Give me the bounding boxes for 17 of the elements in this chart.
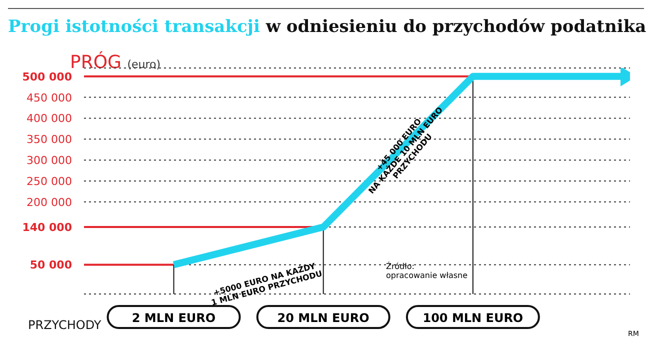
- y-tick-label: 350 000: [26, 133, 72, 146]
- x-axis-title: PRZYCHODY: [28, 318, 102, 332]
- x-tick-label: 100 MLN EURO: [422, 311, 524, 325]
- y-tick-label: 500 000: [22, 70, 72, 84]
- y-tick-label: 250 000: [26, 175, 72, 188]
- y-axis-title: PRÓG (euro): [70, 52, 161, 73]
- y-tick-label: 400 000: [26, 112, 72, 126]
- annotation: Źródło: opracowanie własne: [386, 262, 468, 280]
- y-tick-label: 300 000: [26, 154, 72, 168]
- y-tick-label: 450 000: [26, 91, 72, 104]
- y-tick-label: 140 000: [22, 221, 72, 234]
- chart-title: Progi istotności transakcji: [8, 17, 260, 37]
- x-tick-label: 2 MLN EURO: [132, 311, 216, 325]
- x-tick-label: 20 MLN EURO: [277, 311, 370, 325]
- chart-subtitle: w odniesieniu do przychodów podatnika: [266, 17, 646, 37]
- y-tick-label: 200 000: [26, 196, 72, 209]
- y-tick-label: 50 000: [30, 258, 72, 272]
